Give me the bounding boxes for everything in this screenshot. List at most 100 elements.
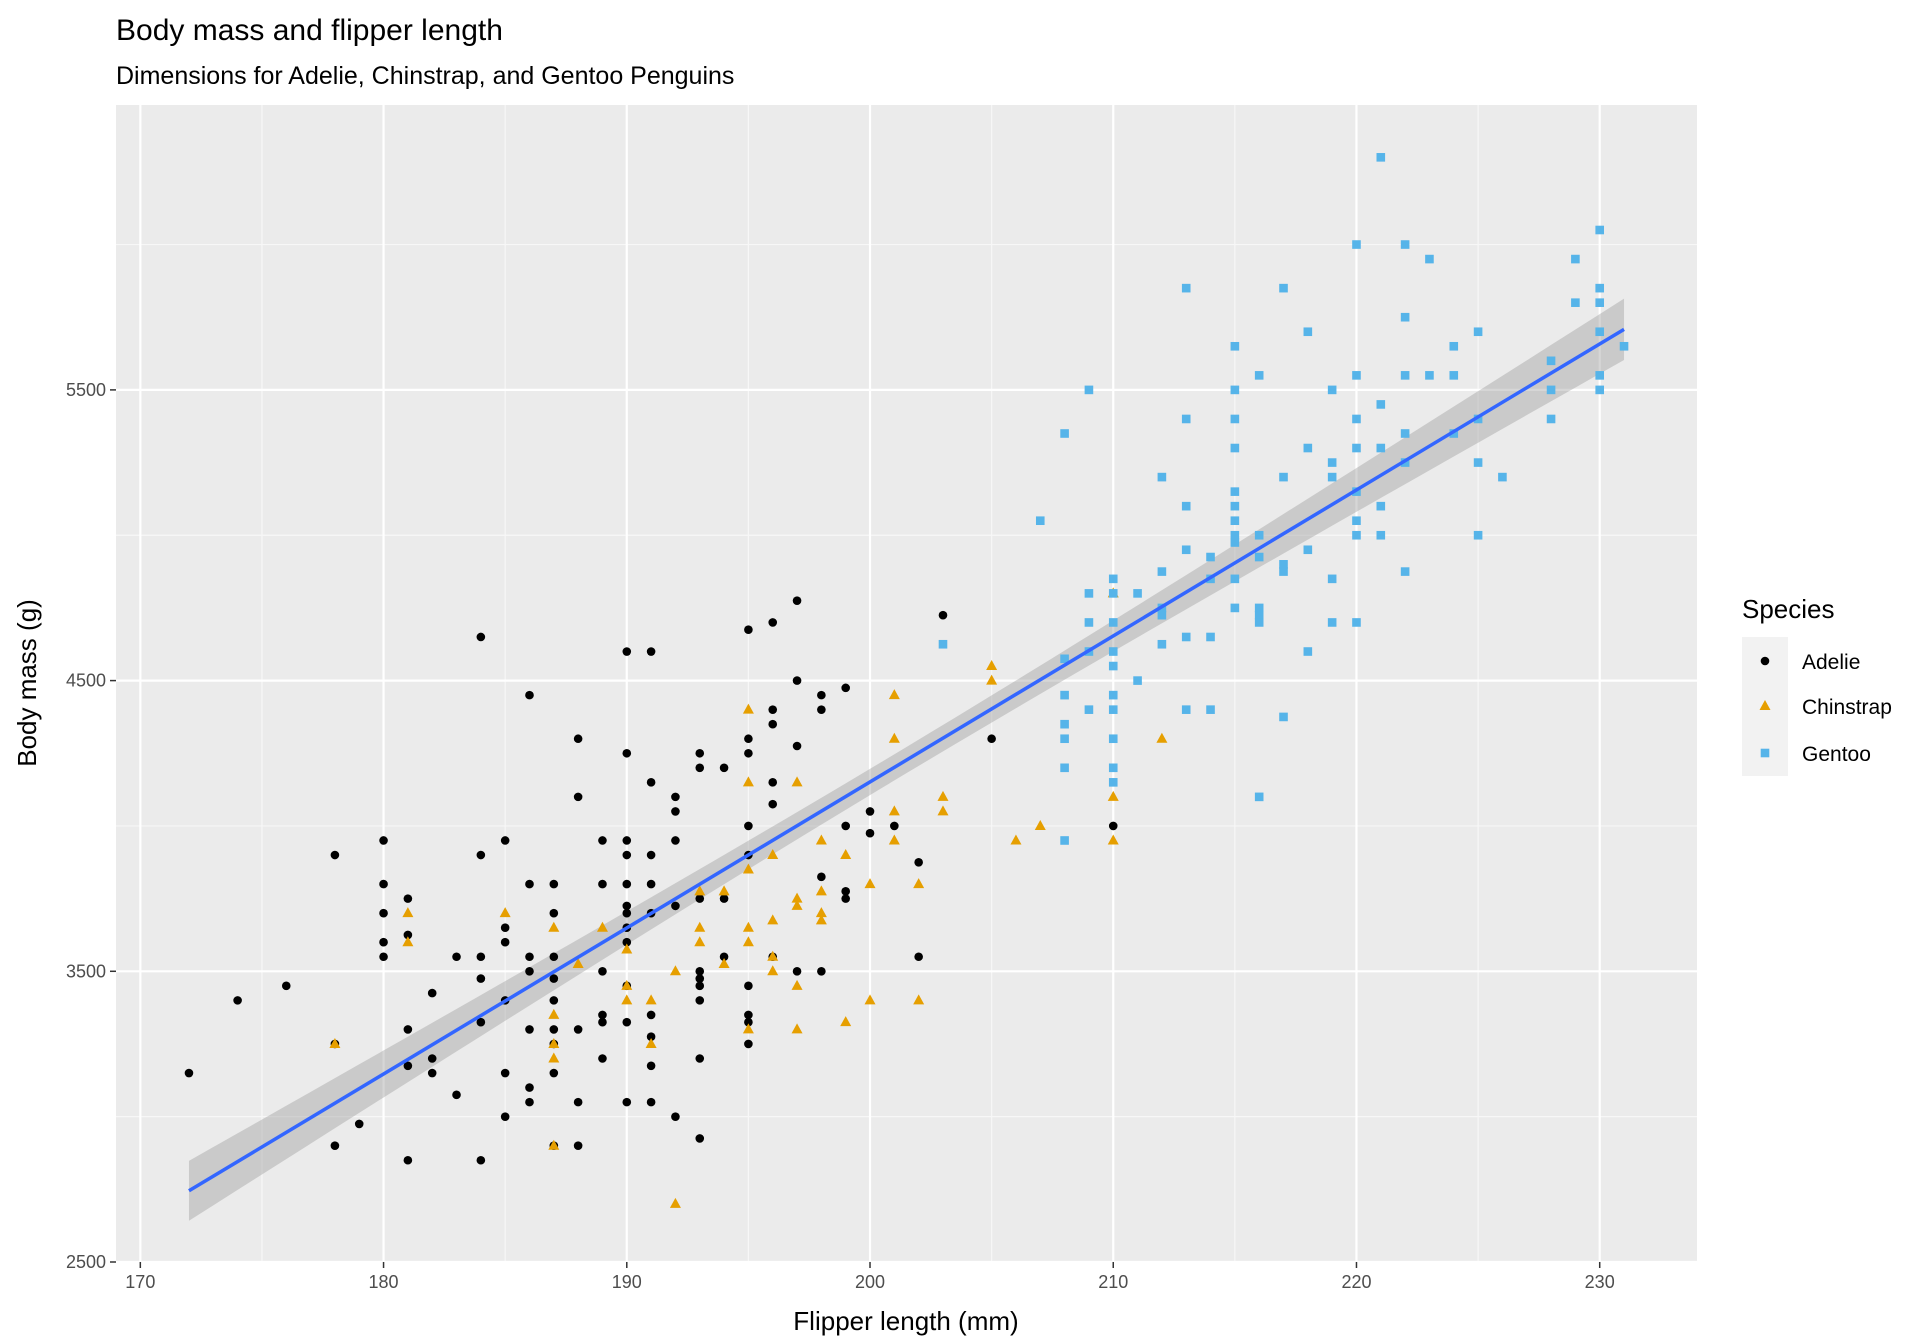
x-tick-label: 190 <box>612 1272 642 1292</box>
data-point <box>402 907 414 918</box>
data-point <box>573 1025 583 1034</box>
data-point <box>645 1037 657 1048</box>
legend-label-gentoo: Gentoo <box>1802 743 1871 766</box>
data-point <box>1327 472 1337 482</box>
data-point <box>817 966 826 976</box>
data-point <box>744 1017 753 1027</box>
data-point <box>1107 834 1119 845</box>
data-point <box>403 1155 413 1165</box>
data-point <box>525 879 534 889</box>
data-point <box>1084 589 1094 598</box>
data-point <box>817 872 826 882</box>
data-point <box>865 828 875 838</box>
chart-subtitle: Dimensions for Adelie, Chinstrap, and Ge… <box>116 62 734 90</box>
data-point <box>1595 225 1605 235</box>
data-point <box>500 937 510 947</box>
data-point <box>1157 639 1167 649</box>
data-point <box>1181 545 1191 555</box>
data-point <box>986 660 998 671</box>
data-point <box>767 849 779 860</box>
data-point <box>744 821 753 831</box>
data-point <box>695 894 705 903</box>
data-point <box>791 1023 803 1034</box>
data-point <box>1084 385 1094 395</box>
data-point <box>500 836 510 845</box>
data-point <box>1352 516 1361 526</box>
data-point <box>694 921 706 932</box>
data-point <box>1034 819 1046 830</box>
data-point <box>646 1061 656 1071</box>
data-point <box>694 936 706 947</box>
data-point <box>1108 821 1118 831</box>
data-point <box>1230 516 1240 526</box>
data-point <box>548 1052 560 1063</box>
legend-key-adelie <box>1760 656 1770 666</box>
y-tick-label: 4500 <box>66 671 106 691</box>
data-point <box>427 988 437 998</box>
series-chinstrap <box>329 587 1168 1208</box>
data-point <box>1010 834 1022 845</box>
data-point <box>1303 327 1313 337</box>
data-point <box>938 610 948 620</box>
data-point <box>1230 603 1240 613</box>
data-point <box>695 981 705 991</box>
data-point <box>1595 385 1605 395</box>
data-point <box>1595 283 1605 293</box>
data-point <box>1571 298 1580 307</box>
data-point <box>1619 341 1629 351</box>
data-point <box>719 763 729 773</box>
data-point <box>840 849 852 860</box>
data-point <box>548 921 560 932</box>
data-point <box>525 966 534 976</box>
data-point <box>379 937 388 947</box>
data-point <box>1108 661 1118 671</box>
data-point <box>718 958 730 969</box>
chart-title: Body mass and flipper length <box>116 14 503 47</box>
data-point <box>622 908 632 918</box>
data-point <box>695 974 705 983</box>
data-point <box>573 1097 583 1107</box>
data-point <box>1254 610 1264 620</box>
x-axis-ticks: 170 180 190 200 210 220 230 <box>125 1262 1615 1292</box>
data-point <box>1230 341 1240 351</box>
data-point <box>1060 429 1069 438</box>
data-point <box>1108 618 1118 627</box>
data-point <box>1060 654 1069 664</box>
data-point <box>841 894 850 903</box>
data-point <box>791 776 803 787</box>
data-point <box>1279 712 1288 722</box>
data-point <box>452 952 461 962</box>
data-point <box>695 748 705 758</box>
data-point <box>1400 312 1410 322</box>
data-point <box>695 1054 705 1063</box>
data-point <box>695 763 705 773</box>
data-point <box>1376 153 1386 162</box>
data-point <box>1254 530 1264 540</box>
data-point <box>914 857 923 867</box>
data-point <box>840 1016 852 1027</box>
data-point <box>1156 732 1168 743</box>
data-point <box>913 994 925 1005</box>
data-point <box>1060 763 1069 773</box>
data-point <box>379 836 388 845</box>
data-point <box>1400 429 1410 438</box>
data-point <box>1230 501 1240 511</box>
data-point <box>500 1068 510 1078</box>
data-point <box>1230 574 1240 584</box>
data-point <box>1595 327 1605 337</box>
data-point <box>452 1090 461 1100</box>
data-point <box>646 879 656 889</box>
data-point <box>1108 763 1118 773</box>
data-point <box>548 1037 560 1048</box>
data-point <box>718 885 730 896</box>
regression-line <box>188 327 1625 1193</box>
data-point <box>938 639 948 649</box>
data-point <box>354 1119 364 1129</box>
x-tick-label: 180 <box>369 1272 399 1292</box>
data-point <box>1108 589 1118 598</box>
data-point <box>768 778 778 787</box>
data-point <box>622 1017 632 1027</box>
data-point <box>379 952 388 962</box>
data-point <box>1303 545 1313 555</box>
data-point <box>1230 385 1240 395</box>
